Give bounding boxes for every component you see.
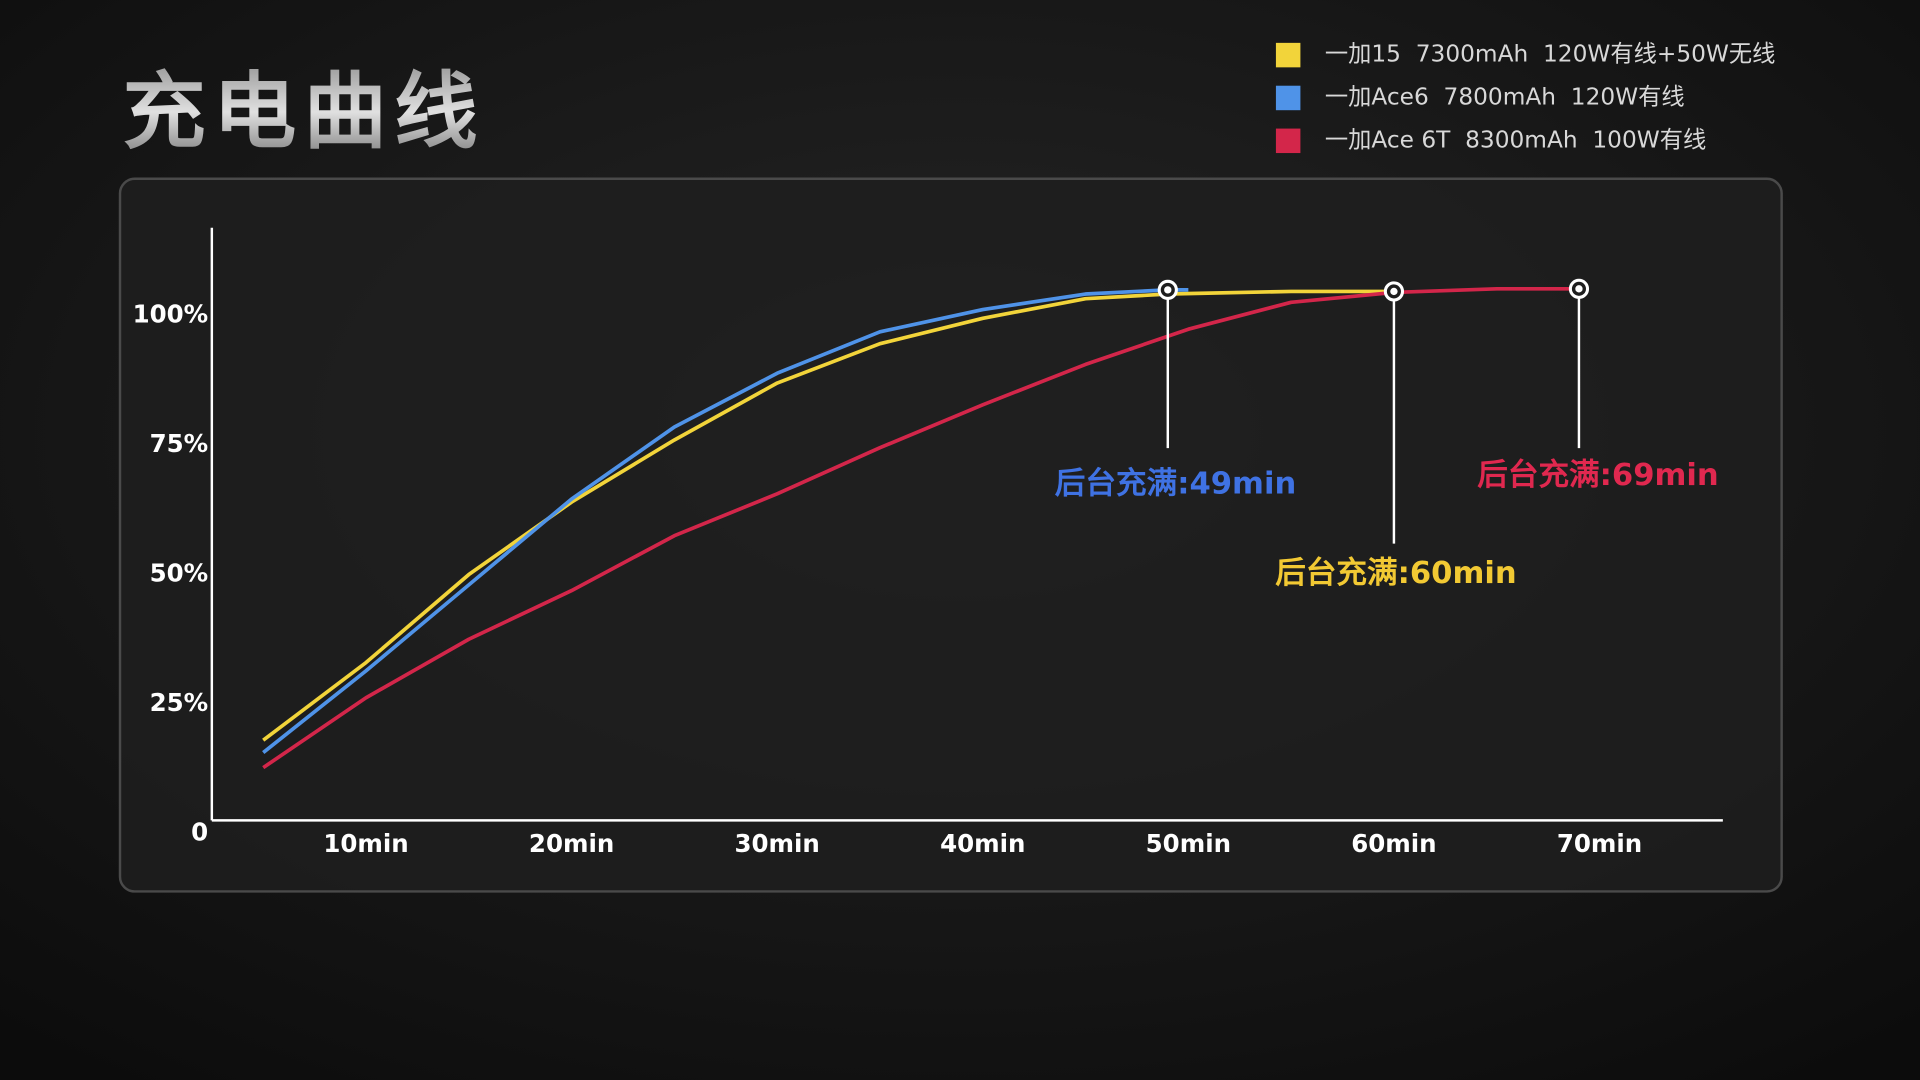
x-tick-label: 30min [735,829,820,858]
x-tick-label: 40min [940,829,1025,858]
chart-title: 充电曲线 [122,63,484,160]
x-tick-label: 70min [1557,829,1642,858]
legend-swatch [1275,128,1301,154]
y-tick-label: 0 [191,817,208,846]
series-line [262,286,1579,770]
y-tick-label: 100% [133,300,209,329]
x-tick-label: 60min [1351,829,1436,858]
legend-label: 一加15 7300mAh 120W有线+50W无线 [1325,41,1776,68]
y-tick-label: 25% [150,688,209,717]
legend-label: 一加Ace 6T 8300mAh 100W有线 [1325,126,1706,153]
y-tick-label: 75% [150,429,209,458]
annotation-label: 后台充满:60min [1275,556,1516,591]
annotation-dot [1390,287,1398,296]
legend-swatch [1275,85,1301,111]
annotation-dot [1164,286,1172,294]
legend-swatch [1275,42,1301,68]
y-tick-label: 50% [150,559,209,588]
series-line [262,288,1189,755]
x-tick-label: 20min [529,829,614,858]
legend-label: 一加Ace6 7800mAh 120W有线 [1325,83,1685,110]
x-tick-label: 50min [1146,829,1231,858]
series-line [262,289,1394,742]
annotation-label: 后台充满:49min [1055,466,1296,501]
annotation-label: 后台充满:69min [1477,458,1718,493]
plot-panel [118,177,1783,893]
annotation-dot [1575,285,1583,293]
x-tick-label: 10min [323,829,408,858]
